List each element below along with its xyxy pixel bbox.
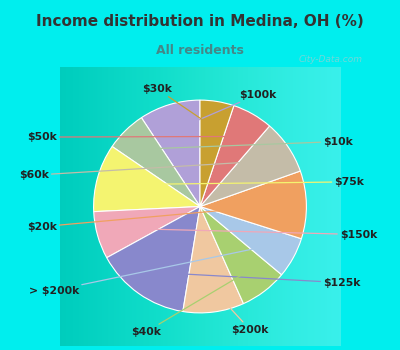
Text: $60k: $60k — [19, 161, 266, 180]
Wedge shape — [200, 106, 270, 206]
Wedge shape — [142, 100, 200, 206]
Text: All residents: All residents — [156, 44, 244, 57]
Text: $125k: $125k — [154, 272, 360, 288]
Wedge shape — [183, 206, 244, 313]
Text: Income distribution in Medina, OH (%): Income distribution in Medina, OH (%) — [36, 14, 364, 29]
Text: $30k: $30k — [142, 84, 213, 127]
Text: $40k: $40k — [131, 271, 249, 337]
Text: > $200k: > $200k — [29, 245, 271, 295]
Wedge shape — [94, 206, 200, 258]
Text: City-Data.com: City-Data.com — [298, 55, 362, 64]
Text: $50k: $50k — [27, 132, 240, 142]
Text: $200k: $200k — [210, 286, 269, 335]
Wedge shape — [107, 206, 200, 312]
Wedge shape — [200, 100, 234, 206]
Text: $10k: $10k — [144, 136, 353, 149]
Wedge shape — [200, 206, 282, 303]
Wedge shape — [200, 171, 306, 239]
Wedge shape — [112, 118, 200, 206]
Text: $150k: $150k — [122, 229, 377, 239]
Text: $100k: $100k — [177, 90, 276, 129]
Wedge shape — [200, 206, 302, 275]
Wedge shape — [94, 147, 200, 212]
Text: $20k: $20k — [27, 205, 281, 232]
Text: $75k: $75k — [122, 177, 364, 187]
Wedge shape — [200, 126, 300, 206]
